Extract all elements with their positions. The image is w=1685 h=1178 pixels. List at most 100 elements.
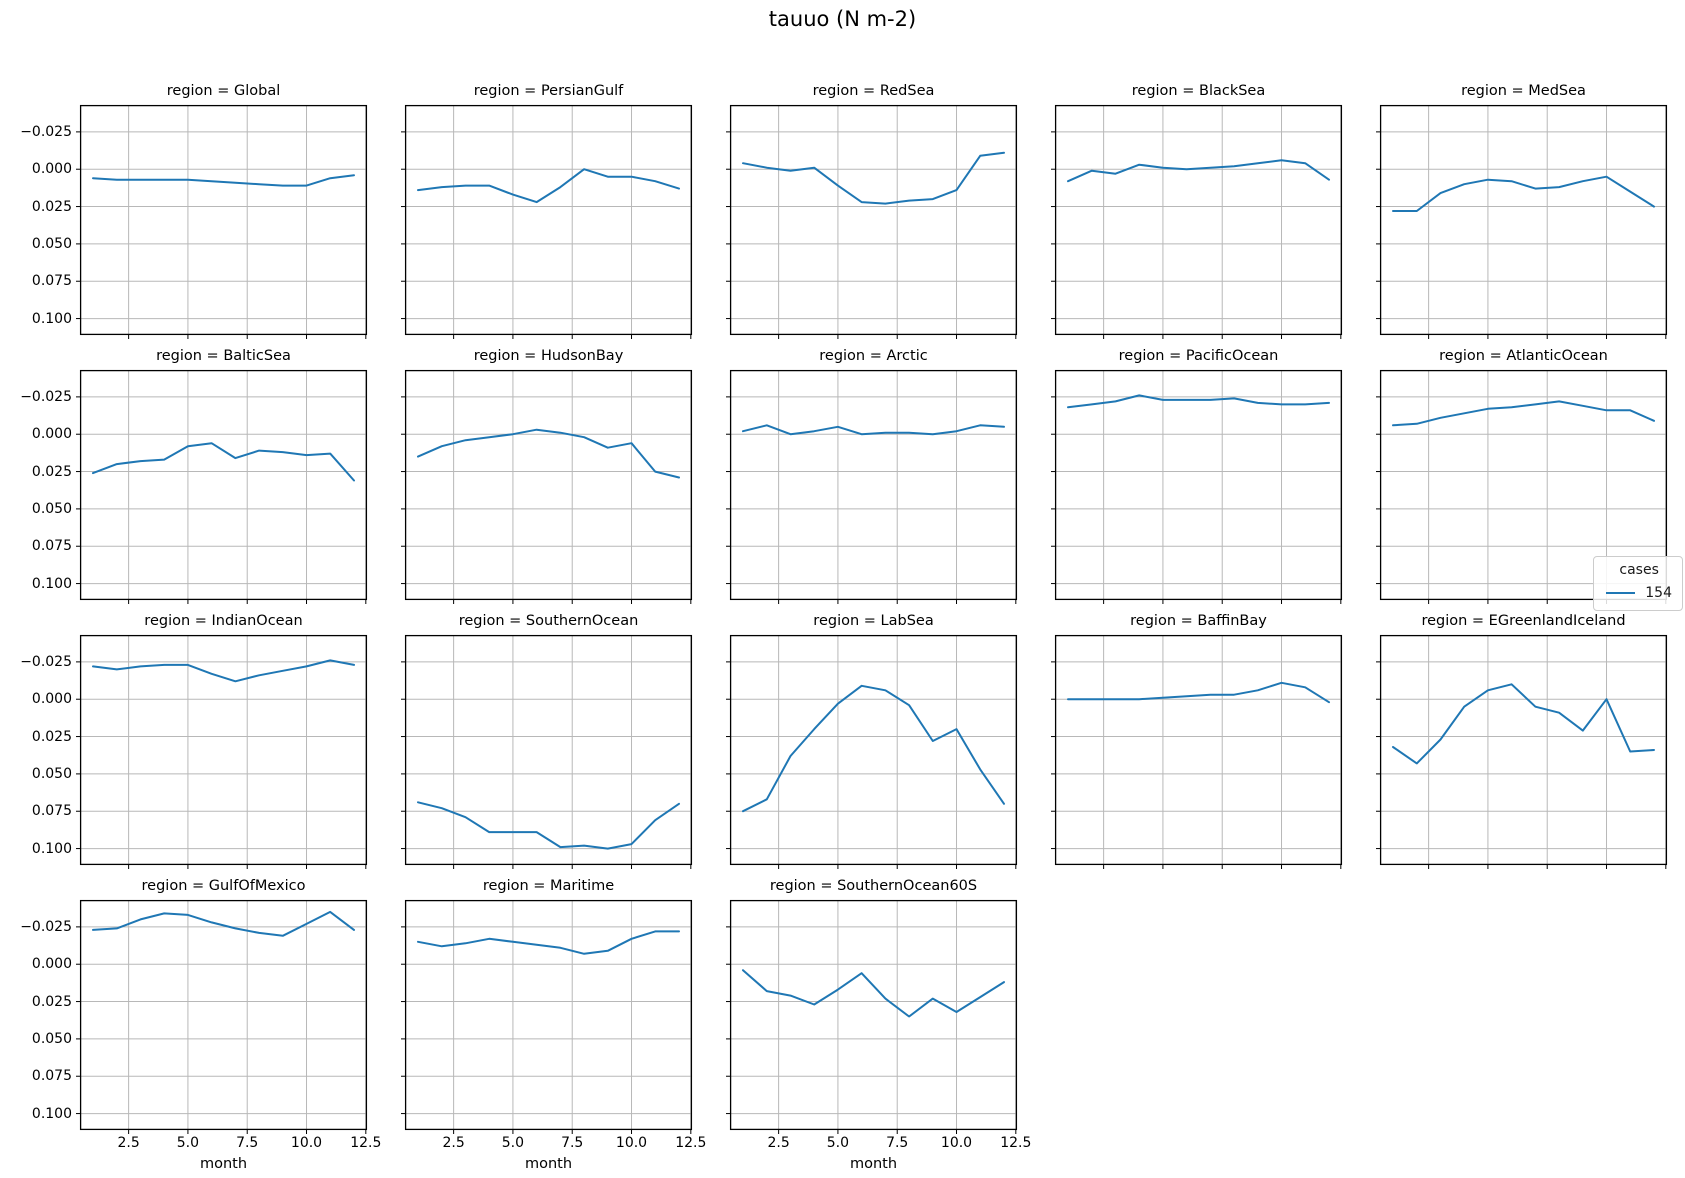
data-line-154 [417,930,680,955]
facet-title: region = LabSea [813,613,934,629]
facet-panel-GulfOfMexico: region = GulfOfMexico −0.025 0.000 0.025 0.0… [20,872,381,1172]
x-tick-label: 10.0 [615,1135,648,1151]
plot-border [729,369,1018,601]
plot-border [729,899,1018,1131]
data-line-154 [1392,400,1655,427]
data-line-154 [1067,681,1330,704]
y-tick-label: 0.025 [31,728,72,745]
facet-panel-LabSea: region = LabSea [726,607,1018,869]
data-line-154 [417,168,680,204]
y-tick-label: 0.050 [31,235,72,252]
plot-border [1054,369,1343,601]
figure-title: tauuo (N m-2) [768,7,917,31]
plot-canvas [726,899,1018,1134]
facet-title: region = PacificOcean [1118,348,1279,364]
y-tick-label: 0.025 [31,198,72,215]
plot-area [401,369,693,604]
plot-canvas [401,369,693,604]
y-tick-label: −0.025 [20,918,72,935]
plot-border [1054,634,1343,866]
plot-border [1379,104,1668,336]
x-tick-label: 5.0 [501,1135,525,1151]
facet-panel-HudsonBay: region = HudsonBay [401,342,693,604]
plot-area [1051,104,1343,339]
facet-panel-SouthernOcean60S: region = SouthernOcean60S 2.5 5.0 7.5 10.0 12… [726,872,1031,1172]
y-tick-label: 0.075 [31,538,72,555]
plot-area [76,634,368,869]
plot-canvas [1376,104,1668,339]
legend-line-swatch [1606,592,1636,594]
data-line-154 [742,151,1005,205]
facet-grid: region = Global −0.025 0.000 0.025 0.050 0.07… [20,77,1668,1172]
facet-title: region = SouthernOcean [458,613,639,629]
data-line-154 [417,428,680,479]
y-tick-label: −0.025 [20,388,72,405]
facet-panel-BaffinBay: region = BaffinBay [1051,607,1343,869]
plot-canvas [726,369,1018,604]
x-tick-label: 5.0 [826,1135,850,1151]
plot-area [401,899,693,1134]
y-tick-label: 0.025 [31,463,72,480]
data-line-154 [92,659,355,683]
facet-title: region = BalticSea [156,348,291,364]
plot-canvas [76,634,368,869]
y-tick-label: 0.050 [31,765,72,782]
facet-panel-EGreenlandIceland: region = EGreenlandIceland [1376,607,1668,869]
x-axis-label: month [199,1156,248,1172]
x-tick-label: 10.0 [940,1135,973,1151]
x-tick-label: 7.5 [236,1135,259,1151]
facet-panel-RedSea: region = RedSea [726,77,1018,339]
plot-area [1051,369,1343,604]
facet-panel-AtlanticOcean: region = AtlanticOcean [1376,342,1668,604]
legend-entry: 154 [1606,585,1672,601]
y-tick-label: 0.075 [31,803,72,820]
x-tick-label: 7.5 [886,1135,909,1151]
y-tick-label: 0.100 [31,310,72,327]
plot-border [729,634,1018,866]
plot-border [1379,634,1668,866]
facet-panel-BalticSea: region = BalticSea −0.025 0.000 0.025 0.050 0… [20,342,368,604]
facet-title: region = Maritime [482,878,615,894]
legend: cases 154 [1593,556,1683,611]
legend-title: cases [1619,562,1659,578]
plot-area [726,104,1018,339]
facet-panel-PacificOcean: region = PacificOcean [1051,342,1343,604]
facet-panel-PersianGulf: region = PersianGulf [401,77,693,339]
data-line-154 [1392,683,1655,765]
facet-title: region = SouthernOcean60S [769,878,978,894]
plot-border [79,899,368,1131]
facet-title: region = Arctic [819,348,928,364]
x-tick-label: 2.5 [442,1135,465,1151]
data-line-154 [92,910,355,937]
plot-canvas [401,899,693,1134]
x-tick-label: 2.5 [117,1135,140,1151]
y-tick-label: −0.025 [20,653,72,670]
facet-title: region = BlackSea [1131,83,1266,99]
plot-area [726,899,1018,1134]
facet-title: region = PersianGulf [473,83,624,99]
plot-area [401,104,693,339]
facet-panel-Arctic: region = Arctic [726,342,1018,604]
y-tick-label: 0.000 [31,161,72,178]
x-axis-label: month [849,1156,898,1172]
facet-title: region = HudsonBay [473,348,624,364]
plot-area [726,369,1018,604]
data-line-154 [742,969,1005,1018]
plot-canvas [1051,369,1343,604]
data-line-154 [92,174,355,187]
plot-canvas [76,899,368,1134]
y-tick-label: 0.075 [31,1068,72,1085]
x-tick-label: 12.5 [350,1135,382,1151]
y-tick-label: 0.100 [31,1105,72,1122]
facet-panel-Global: region = Global −0.025 0.000 0.025 0.050 0.07… [20,77,368,339]
facet-panel-Maritime: region = Maritime 2.5 5.0 7.5 10.0 12.5 month [401,872,706,1172]
x-axis-label: month [524,1156,573,1172]
y-tick-label: 0.000 [31,956,72,973]
plot-area [1376,104,1668,339]
data-line-154 [742,684,1005,813]
facet-title: region = MedSea [1461,83,1586,99]
plot-border [729,104,1018,336]
legend-entry-label: 154 [1645,585,1672,601]
data-line-154 [1067,394,1330,409]
plot-area [726,634,1018,869]
